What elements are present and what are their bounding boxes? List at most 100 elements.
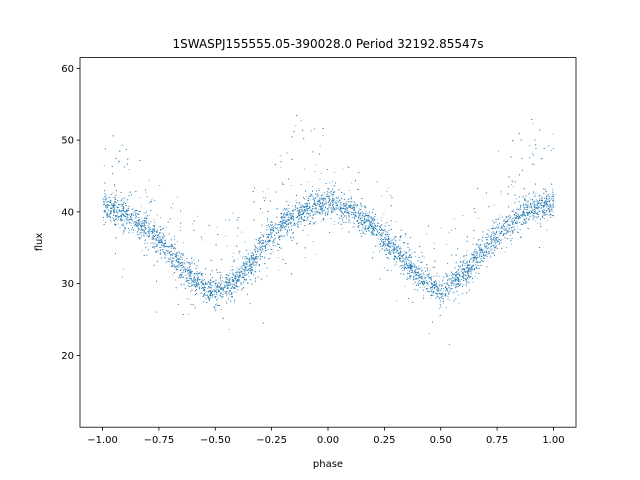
data-point xyxy=(384,243,386,245)
data-point xyxy=(128,169,130,170)
data-point xyxy=(174,257,176,259)
data-point xyxy=(220,292,222,294)
data-point xyxy=(105,201,107,203)
data-point xyxy=(356,206,357,208)
data-point xyxy=(449,282,451,284)
data-point xyxy=(482,251,484,253)
data-point xyxy=(522,220,524,222)
data-point xyxy=(216,287,218,289)
data-point xyxy=(270,235,272,237)
data-point xyxy=(525,200,527,202)
data-point xyxy=(122,233,124,235)
data-point xyxy=(325,201,327,202)
data-point xyxy=(388,236,390,238)
data-point xyxy=(385,241,387,243)
data-point xyxy=(434,287,436,289)
data-point xyxy=(526,222,527,224)
data-point xyxy=(164,242,166,244)
data-point xyxy=(488,235,490,237)
data-point xyxy=(131,219,133,221)
data-point xyxy=(237,258,239,260)
data-point xyxy=(474,262,476,264)
data-point xyxy=(386,248,388,250)
data-point xyxy=(536,207,538,209)
data-point xyxy=(394,240,396,242)
data-point xyxy=(148,229,149,231)
data-point xyxy=(380,249,382,251)
data-point xyxy=(542,207,544,208)
data-point xyxy=(336,207,338,209)
data-point xyxy=(155,244,157,246)
data-point xyxy=(123,197,125,199)
data-point xyxy=(461,275,463,277)
data-point xyxy=(462,275,464,277)
data-point xyxy=(358,188,360,190)
data-point xyxy=(475,252,477,254)
data-point xyxy=(160,239,162,241)
data-point xyxy=(237,235,239,237)
data-point xyxy=(212,295,214,297)
data-point xyxy=(263,242,265,244)
data-point xyxy=(507,230,508,232)
data-point xyxy=(292,215,294,217)
data-point xyxy=(343,212,345,213)
data-point xyxy=(420,268,422,270)
data-point xyxy=(418,274,420,276)
data-point xyxy=(355,204,357,206)
data-point xyxy=(272,221,273,223)
data-point xyxy=(476,277,478,279)
data-point xyxy=(353,207,355,209)
data-point xyxy=(300,205,302,206)
data-point xyxy=(260,240,262,242)
data-point xyxy=(502,227,504,229)
data-point xyxy=(494,247,496,249)
data-point xyxy=(458,277,460,279)
data-point xyxy=(248,275,250,277)
data-point xyxy=(386,230,388,232)
data-point xyxy=(204,283,206,285)
data-point xyxy=(152,229,154,231)
data-point xyxy=(163,245,165,247)
data-point xyxy=(150,228,152,230)
data-point xyxy=(459,257,461,259)
data-point xyxy=(160,253,161,255)
data-point xyxy=(453,218,455,220)
data-point xyxy=(123,215,125,217)
data-point xyxy=(104,201,106,203)
data-point xyxy=(253,259,255,261)
data-point xyxy=(163,234,164,235)
data-point xyxy=(144,230,145,231)
data-point xyxy=(381,220,383,221)
data-point xyxy=(385,243,387,245)
data-point xyxy=(383,267,385,269)
data-point xyxy=(290,236,292,238)
data-point xyxy=(330,192,332,194)
data-point xyxy=(147,242,149,244)
data-point xyxy=(458,294,459,296)
data-point xyxy=(216,302,218,304)
data-point xyxy=(490,247,491,249)
data-point xyxy=(282,209,284,211)
data-point xyxy=(111,217,113,218)
data-point xyxy=(349,212,350,214)
data-point xyxy=(475,248,477,250)
data-point xyxy=(513,186,514,188)
data-point xyxy=(358,218,360,220)
data-point xyxy=(162,232,164,234)
data-point xyxy=(234,283,236,285)
data-point xyxy=(225,279,227,280)
data-point xyxy=(470,266,472,268)
data-point xyxy=(280,213,282,215)
data-point xyxy=(408,268,410,269)
data-point xyxy=(358,208,360,210)
data-point xyxy=(239,268,241,270)
data-point xyxy=(122,209,124,211)
data-point xyxy=(351,201,353,203)
data-point xyxy=(144,225,146,227)
data-point xyxy=(254,264,256,266)
data-point xyxy=(511,232,513,234)
data-point xyxy=(457,273,459,275)
data-point xyxy=(510,221,512,223)
data-point xyxy=(384,246,386,248)
data-point xyxy=(137,227,139,228)
